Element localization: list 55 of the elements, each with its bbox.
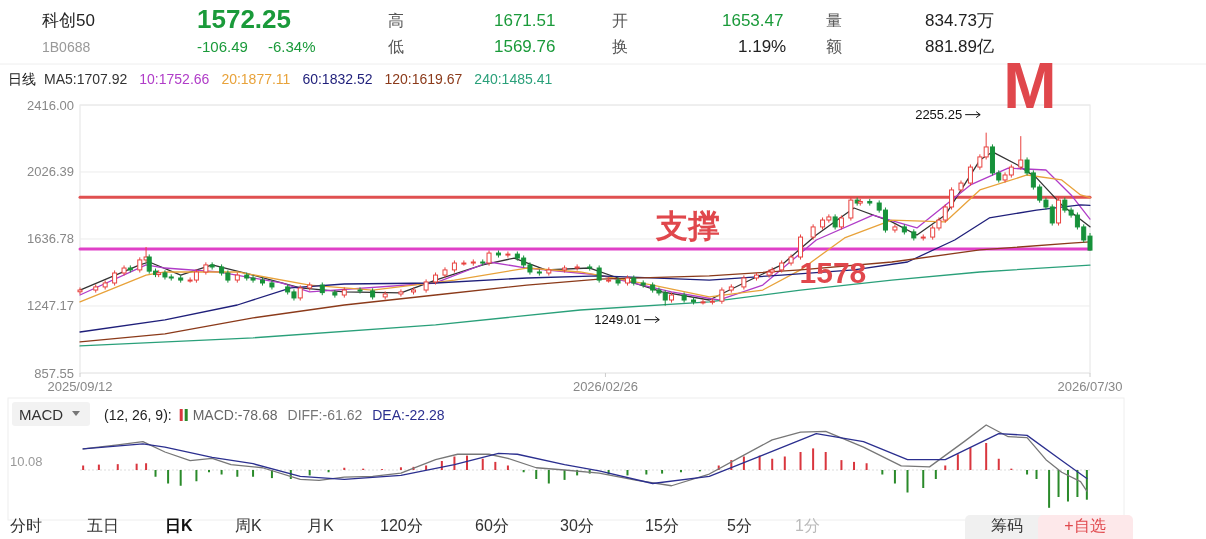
text: 1653.47 bbox=[722, 11, 784, 30]
text: 分时 bbox=[10, 517, 42, 534]
text: 1569.76 bbox=[494, 37, 556, 56]
text: 月K bbox=[307, 517, 334, 534]
text: 量 bbox=[826, 12, 842, 29]
text: 20:1877.11 bbox=[221, 71, 291, 87]
annotation: 1249.01 bbox=[594, 311, 642, 327]
text: 高 bbox=[388, 12, 404, 29]
y-tick-label: 1636.78 bbox=[27, 231, 74, 247]
text: 科创50 bbox=[42, 11, 95, 30]
legend-label: MACD:-78.68 bbox=[192, 407, 278, 423]
text: 筹码 bbox=[991, 517, 1023, 534]
text: +自选 bbox=[1064, 517, 1106, 534]
y-tick-label: 2416.00 bbox=[27, 97, 74, 113]
chart-subtitle: (12, 26, 9): bbox=[104, 407, 172, 423]
text: -106.49 bbox=[197, 38, 248, 55]
text: 五日 bbox=[87, 517, 119, 534]
annotation: 2255.25 bbox=[915, 106, 963, 122]
text: 120分 bbox=[380, 517, 423, 534]
text: 低 bbox=[388, 38, 404, 55]
text: DEA:-22.28 bbox=[372, 407, 445, 423]
text: 60:1832.52 bbox=[302, 71, 373, 87]
text: 1671.51 bbox=[494, 11, 556, 30]
chart-title: MACD bbox=[19, 406, 64, 423]
text: 1分 bbox=[795, 517, 820, 534]
ref-line-label: 支撑 bbox=[654, 208, 720, 245]
text: 240:1485.41 bbox=[474, 71, 553, 87]
y-tick-label: 2026.39 bbox=[27, 164, 74, 180]
text: -6.34% bbox=[268, 38, 316, 55]
text: 日K bbox=[165, 517, 193, 534]
text: 834.73万 bbox=[925, 11, 994, 30]
x-tick-label: 2026/02/26 bbox=[572, 379, 638, 394]
y-tick-label: 1247.17 bbox=[27, 298, 74, 314]
text: 5分 bbox=[727, 517, 752, 534]
text: 周K bbox=[235, 517, 262, 534]
text: DIFF:-61.62 bbox=[287, 407, 363, 423]
y-tick-label: 857.55 bbox=[34, 365, 74, 381]
x-tick-label: 2026/07/30 bbox=[1057, 379, 1123, 394]
text: 60分 bbox=[475, 517, 509, 534]
text: 10.08 bbox=[10, 454, 43, 469]
legend-title: 日线 bbox=[8, 71, 36, 87]
text: 120:1619.67 bbox=[384, 71, 463, 87]
text: 10:1752.66 bbox=[139, 71, 210, 87]
x-tick-label: 2025/09/12 bbox=[47, 379, 113, 394]
text: 1.19% bbox=[738, 37, 787, 56]
text: 881.89亿 bbox=[925, 37, 994, 56]
text: 额 bbox=[826, 38, 842, 55]
text: 换 bbox=[612, 38, 628, 55]
text: 15分 bbox=[645, 517, 679, 534]
text: 开 bbox=[612, 12, 628, 29]
annotation: M bbox=[1003, 50, 1057, 122]
text: 1B0688 bbox=[42, 39, 91, 55]
text: MA5:1707.92 bbox=[44, 71, 128, 87]
text: 1572.25 bbox=[197, 4, 291, 34]
text: 30分 bbox=[560, 517, 594, 534]
